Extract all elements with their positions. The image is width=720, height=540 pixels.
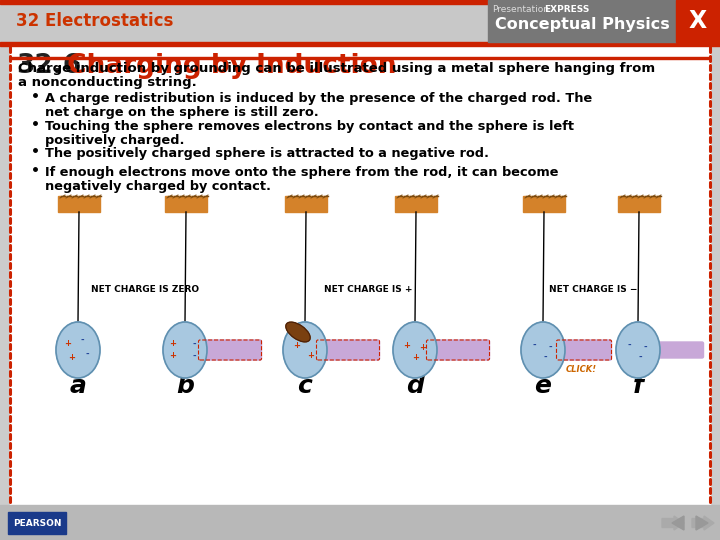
Text: +: + [169, 340, 176, 348]
Ellipse shape [283, 322, 327, 378]
FancyBboxPatch shape [199, 340, 261, 360]
Text: -: - [627, 341, 631, 349]
Bar [0, 0, 720, 4]
Text: +: + [403, 341, 410, 349]
Ellipse shape [393, 322, 437, 378]
Text: +: + [169, 352, 176, 361]
Bar [8, 512, 66, 534]
Text: Charging by Induction: Charging by Induction [58, 53, 397, 79]
Bar [0, 0, 720, 42]
Text: Presentation: Presentation [492, 4, 549, 14]
Bar [10, 42, 710, 505]
Ellipse shape [616, 322, 660, 378]
Text: A charge redistribution is induced by the presence of the charged rod. The: A charge redistribution is induced by th… [45, 92, 593, 105]
Ellipse shape [163, 322, 207, 378]
Text: 32.6: 32.6 [16, 53, 81, 79]
Text: -: - [543, 353, 546, 361]
Text: -: - [532, 341, 536, 349]
Ellipse shape [521, 322, 565, 378]
Bar [618, 196, 660, 212]
Text: If enough electrons move onto the sphere from the rod, it can become: If enough electrons move onto the sphere… [45, 166, 559, 179]
FancyArrow shape [692, 516, 714, 530]
Text: a: a [70, 374, 86, 398]
Text: Conceptual Physics: Conceptual Physics [495, 17, 670, 31]
Text: a nonconducting string.: a nonconducting string. [18, 76, 197, 89]
Text: Touching the sphere removes electrons by contact and the sphere is left: Touching the sphere removes electrons by… [45, 120, 574, 133]
Bar [395, 196, 437, 212]
Ellipse shape [56, 322, 100, 378]
Text: -: - [192, 352, 196, 361]
FancyBboxPatch shape [557, 340, 611, 360]
Bar [0, 42, 720, 46]
Text: Charge induction by grounding can be illustrated using a metal sphere hanging fr: Charge induction by grounding can be ill… [18, 62, 655, 75]
Text: c: c [297, 374, 312, 398]
Ellipse shape [286, 322, 310, 342]
Text: -: - [638, 353, 642, 361]
Bar [488, 0, 676, 42]
Text: EXPRESS: EXPRESS [544, 4, 590, 14]
Bar [523, 196, 565, 212]
Polygon shape [696, 516, 708, 530]
Text: -: - [548, 342, 552, 352]
Text: -: - [80, 335, 84, 345]
Text: +: + [68, 354, 76, 362]
Text: 32 Electrostatics: 32 Electrostatics [16, 12, 174, 30]
Text: d: d [406, 374, 424, 398]
Text: -: - [643, 342, 647, 352]
Text: NET CHARGE IS ZERO: NET CHARGE IS ZERO [91, 286, 199, 294]
Bar [10, 57, 710, 59]
Bar [676, 0, 720, 42]
FancyBboxPatch shape [317, 340, 379, 360]
Text: +: + [420, 342, 426, 352]
Text: b: b [176, 374, 194, 398]
Text: +: + [294, 341, 300, 350]
Polygon shape [672, 516, 684, 530]
Bar [0, 505, 720, 540]
Bar [165, 196, 207, 212]
Text: CLICK!: CLICK! [566, 365, 597, 374]
Text: -: - [192, 340, 196, 348]
Text: +: + [413, 353, 420, 361]
Text: The positively charged sphere is attracted to a negative rod.: The positively charged sphere is attract… [45, 147, 489, 160]
Text: negatively charged by contact.: negatively charged by contact. [45, 180, 271, 193]
Bar [58, 196, 100, 212]
Text: NET CHARGE IS −: NET CHARGE IS − [549, 286, 637, 294]
Text: f: f [633, 374, 644, 398]
Text: positively charged.: positively charged. [45, 134, 184, 147]
FancyBboxPatch shape [650, 342, 703, 358]
Text: net charge on the sphere is still zero.: net charge on the sphere is still zero. [45, 106, 319, 119]
Text: PEARSON: PEARSON [13, 518, 61, 528]
Bar [285, 196, 327, 212]
Text: +: + [65, 340, 71, 348]
FancyArrow shape [662, 516, 684, 530]
Text: X: X [689, 9, 707, 33]
FancyBboxPatch shape [426, 340, 490, 360]
Text: +: + [304, 335, 310, 345]
Text: +: + [307, 352, 315, 361]
Text: e: e [534, 374, 552, 398]
Text: NET CHARGE IS +: NET CHARGE IS + [324, 286, 413, 294]
Text: -: - [85, 349, 89, 359]
